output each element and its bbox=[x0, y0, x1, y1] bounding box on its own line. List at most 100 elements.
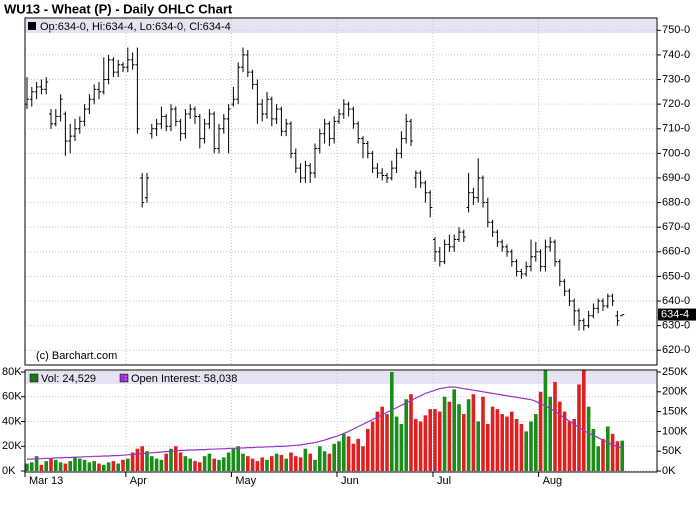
legend-band bbox=[26, 371, 656, 384]
volume-bar bbox=[572, 419, 576, 471]
volume-bar bbox=[361, 446, 365, 471]
volume-bar bbox=[404, 399, 408, 471]
volume-bar bbox=[58, 462, 63, 471]
volume-bar bbox=[318, 446, 322, 471]
volume-bar bbox=[476, 421, 480, 471]
y-tick-label: 40K bbox=[2, 415, 22, 427]
volume-legend: Vol: 24,529 bbox=[41, 373, 96, 385]
volume-bar bbox=[370, 421, 375, 471]
volume-bar bbox=[111, 461, 116, 471]
volume-bar bbox=[63, 463, 68, 471]
volume-bar bbox=[49, 458, 53, 471]
volume-bar bbox=[519, 423, 524, 471]
volume-bar bbox=[601, 438, 605, 471]
volume-bar bbox=[380, 406, 384, 471]
volume-bar bbox=[327, 453, 332, 471]
volume-bar bbox=[78, 458, 82, 471]
volume-bar bbox=[524, 431, 528, 471]
volume-bar bbox=[116, 463, 120, 471]
volume-bar bbox=[495, 409, 500, 471]
open-interest-line bbox=[27, 386, 623, 460]
volume-bar bbox=[390, 372, 394, 471]
y2-tick-label: 0K bbox=[662, 465, 676, 477]
legend-band bbox=[26, 19, 656, 33]
volume-bar bbox=[438, 411, 442, 471]
volume-bar bbox=[457, 404, 461, 471]
volume-bar bbox=[567, 421, 572, 471]
volume-bar bbox=[39, 464, 44, 471]
volume-bar bbox=[466, 399, 471, 471]
y-tick-label: 750-0 bbox=[662, 24, 690, 36]
legend-swatch bbox=[28, 22, 36, 30]
volume-bar bbox=[202, 456, 207, 471]
x-tick-label: Jun bbox=[341, 475, 359, 487]
volume-bar bbox=[505, 416, 509, 471]
volume-bar bbox=[73, 457, 77, 471]
volume-bar bbox=[246, 456, 250, 471]
oi-legend: Open Interest: 58,038 bbox=[131, 373, 237, 385]
volume-bar bbox=[322, 451, 327, 471]
volume-bar bbox=[394, 416, 399, 471]
volume-bar bbox=[241, 453, 245, 471]
volume-bar bbox=[486, 423, 490, 471]
volume-bar bbox=[106, 462, 111, 471]
volume-bar bbox=[188, 458, 192, 471]
y-tick-label: 20K bbox=[2, 440, 22, 452]
volume-bar bbox=[596, 446, 600, 471]
volume-bar bbox=[140, 446, 144, 471]
volume-bar bbox=[615, 441, 620, 471]
volume-bar bbox=[399, 423, 404, 471]
volume-bar bbox=[30, 462, 34, 471]
volume-bar bbox=[150, 456, 154, 471]
volume-bar bbox=[414, 419, 418, 471]
volume-bar bbox=[447, 401, 452, 471]
volume-bar bbox=[226, 452, 231, 471]
volume-bar bbox=[471, 394, 476, 471]
y-tick-label: 730-0 bbox=[662, 73, 690, 85]
volume-bar bbox=[529, 421, 533, 471]
volume-bar bbox=[586, 406, 591, 471]
volume-bar bbox=[279, 454, 284, 471]
y-tick-label: 700-0 bbox=[662, 147, 690, 159]
volume-bar bbox=[34, 456, 39, 471]
volume-bar bbox=[543, 370, 548, 471]
y-tick-label: 710-0 bbox=[662, 123, 690, 135]
volume-bar bbox=[260, 457, 264, 471]
volume-bar bbox=[294, 456, 298, 471]
legend-swatch bbox=[29, 373, 39, 383]
volume-bar bbox=[313, 459, 317, 471]
volume-bar bbox=[375, 411, 380, 471]
volume-bar bbox=[154, 458, 159, 471]
volume-bar bbox=[620, 440, 624, 471]
volume-bar bbox=[510, 411, 514, 471]
volume-bar bbox=[308, 453, 312, 471]
volume-bar bbox=[442, 396, 447, 471]
volume-bar bbox=[193, 461, 197, 471]
volume-bar bbox=[44, 461, 48, 471]
volume-bar bbox=[332, 443, 336, 471]
volume-bar bbox=[130, 452, 135, 471]
volume-bar bbox=[121, 459, 125, 471]
y2-tick-label: 150K bbox=[662, 406, 688, 418]
y2-tick-label: 250K bbox=[662, 366, 688, 378]
volume-bar bbox=[87, 462, 92, 471]
volume-bar bbox=[135, 448, 140, 471]
volume-bar bbox=[236, 446, 240, 471]
volume-bars bbox=[25, 370, 624, 471]
volume-bar bbox=[231, 448, 236, 471]
x-tick-label: Apr bbox=[130, 475, 147, 487]
volume-bar bbox=[591, 428, 596, 471]
volume-bar bbox=[562, 411, 567, 471]
last-price-label: 634-4 bbox=[661, 308, 689, 320]
volume-bar bbox=[274, 453, 279, 471]
volume-bar bbox=[178, 452, 183, 471]
volume-bar bbox=[610, 433, 615, 471]
volume-bar bbox=[298, 457, 303, 471]
volume-bar bbox=[82, 459, 87, 471]
volume-bar bbox=[174, 446, 178, 471]
last-price-box bbox=[658, 308, 696, 321]
y-tick-label: 720-0 bbox=[662, 98, 690, 110]
y-tick-label: 80K bbox=[2, 366, 22, 378]
volume-bar bbox=[351, 443, 356, 471]
volume-bar bbox=[145, 451, 149, 471]
